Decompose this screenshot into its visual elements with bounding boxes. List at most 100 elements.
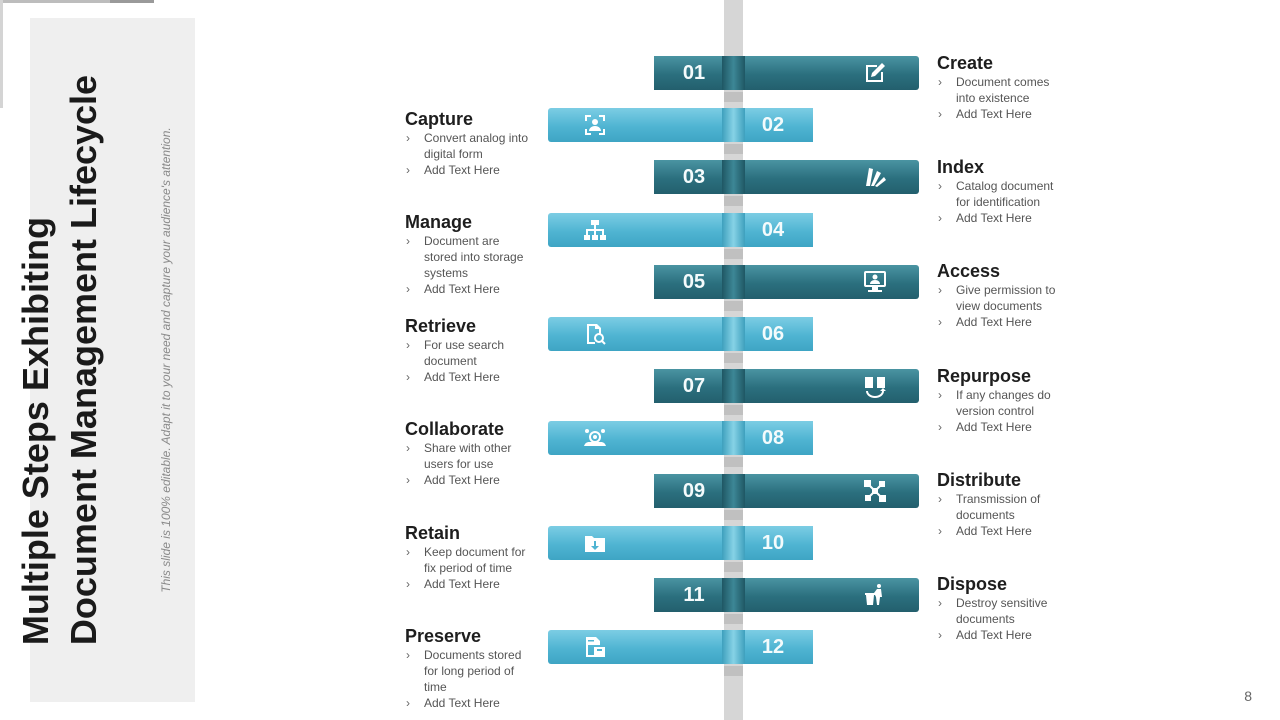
folder-download-icon xyxy=(583,531,607,555)
step-bullet: Document comes into existence xyxy=(937,74,1067,106)
step-bullet: Catalog document for identification xyxy=(937,178,1067,210)
hierarchy-icon xyxy=(583,218,607,242)
step-bullet: For use search document xyxy=(405,337,535,369)
spine-band xyxy=(722,213,745,247)
spine-segment xyxy=(724,196,743,206)
spine-segment xyxy=(724,353,743,363)
step-number: 01 xyxy=(682,62,706,84)
step-heading: Dispose xyxy=(937,574,1008,594)
step-bullet: Add Text Here xyxy=(405,369,535,385)
spine-band xyxy=(722,369,745,403)
step-heading: Distribute xyxy=(937,470,1022,490)
spine-segment xyxy=(724,92,743,102)
step-bullet: If any changes do version control xyxy=(937,387,1067,419)
archive-box-icon xyxy=(583,635,607,659)
step-number: 09 xyxy=(682,480,706,502)
spine-band xyxy=(722,265,745,299)
corner-decoration xyxy=(0,0,110,3)
step-bullet: Transmission of documents xyxy=(937,491,1067,523)
document-sync-icon xyxy=(863,374,887,398)
spine-segment xyxy=(724,144,743,154)
page-number: 8 xyxy=(1244,688,1252,704)
step-block-access: AccessGive permission to view documentsA… xyxy=(937,261,1067,330)
step-block-retrieve: RetrieveFor use search documentAdd Text … xyxy=(405,316,535,385)
spine-segment xyxy=(724,562,743,572)
slide-title-line-1: Multiple Steps Exhibiting xyxy=(15,217,56,646)
computer-user-icon xyxy=(863,270,887,294)
step-heading: Index xyxy=(937,157,985,177)
spine-band xyxy=(722,108,745,142)
step-bar-06: 06 xyxy=(548,317,813,351)
spine-segment xyxy=(724,614,743,624)
spine-segment xyxy=(724,666,743,676)
spine-band xyxy=(722,56,745,90)
step-bar-04: 04 xyxy=(548,213,813,247)
spine-band xyxy=(722,421,745,455)
corner-decoration-vertical xyxy=(0,0,3,108)
step-number: 10 xyxy=(761,532,785,554)
step-bullet: Add Text Here xyxy=(937,523,1067,539)
step-bullet: Add Text Here xyxy=(937,419,1067,435)
spine-segment xyxy=(724,405,743,415)
document-search-icon xyxy=(583,322,607,346)
step-heading: Manage xyxy=(405,212,473,232)
step-number: 11 xyxy=(683,584,705,606)
spine-segment xyxy=(724,301,743,311)
step-number: 04 xyxy=(761,219,785,241)
step-number: 03 xyxy=(682,166,706,188)
step-heading: Access xyxy=(937,261,1001,281)
step-bullet: Add Text Here xyxy=(937,210,1067,226)
spine-band xyxy=(722,160,745,194)
step-bar-09: 09 xyxy=(654,474,919,508)
step-block-distribute: DistributeTransmission of documentsAdd T… xyxy=(937,470,1067,539)
step-bar-01: 01 xyxy=(654,56,919,90)
color-swatch-icon xyxy=(863,165,887,189)
edit-document-icon xyxy=(863,61,887,85)
step-heading: Retrieve xyxy=(405,316,477,336)
step-number: 12 xyxy=(761,636,785,658)
step-block-retain: RetainKeep document for fix period of ti… xyxy=(405,523,535,592)
step-bullet: Document are stored into storage systems xyxy=(405,233,535,281)
corner-decoration-dark xyxy=(110,0,154,3)
step-heading: Capture xyxy=(405,109,474,129)
step-block-preserve: PreserveDocuments stored for long period… xyxy=(405,626,535,711)
step-bar-10: 10 xyxy=(548,526,813,560)
step-bullet: Add Text Here xyxy=(405,162,535,178)
step-bullet: Add Text Here xyxy=(405,281,535,297)
step-heading: Retain xyxy=(405,523,461,543)
step-bullet: Documents stored for long period of time xyxy=(405,647,535,695)
spine-band xyxy=(722,578,745,612)
step-bullet: Add Text Here xyxy=(937,627,1067,643)
step-block-create: CreateDocument comes into existenceAdd T… xyxy=(937,53,1067,122)
step-heading: Preserve xyxy=(405,626,482,646)
step-number: 02 xyxy=(761,114,785,136)
step-bullet: Share with other users for use xyxy=(405,440,535,472)
step-bar-03: 03 xyxy=(654,160,919,194)
step-block-collaborate: CollaborateShare with other users for us… xyxy=(405,419,535,488)
step-bullet: Add Text Here xyxy=(405,695,535,711)
scan-person-icon xyxy=(583,113,607,137)
spine-band xyxy=(722,474,745,508)
step-number: 05 xyxy=(682,271,706,293)
slide-title-line-2: Document Management Lifecycle xyxy=(63,74,104,646)
step-bar-07: 07 xyxy=(654,369,919,403)
step-bullet: Convert analog into digital form xyxy=(405,130,535,162)
spine-band xyxy=(722,630,745,664)
trash-person-icon xyxy=(863,583,887,607)
step-block-manage: ManageDocument are stored into storage s… xyxy=(405,212,535,297)
step-bullet: Give permission to view documents xyxy=(937,282,1067,314)
step-bullet: Add Text Here xyxy=(405,576,535,592)
slide-subtitle: This slide is 100% editable. Adapt it to… xyxy=(159,127,173,593)
spine-segment xyxy=(724,249,743,259)
step-bar-12: 12 xyxy=(548,630,813,664)
step-bullet: Add Text Here xyxy=(937,106,1067,122)
step-block-repurpose: RepurposeIf any changes do version contr… xyxy=(937,366,1067,435)
step-block-index: IndexCatalog document for identification… xyxy=(937,157,1067,226)
step-block-capture: CaptureConvert analog into digital formA… xyxy=(405,109,535,178)
step-bullet: Add Text Here xyxy=(405,472,535,488)
spine-band xyxy=(722,317,745,351)
step-bar-08: 08 xyxy=(548,421,813,455)
step-bar-02: 02 xyxy=(548,108,813,142)
step-bullet: Add Text Here xyxy=(937,314,1067,330)
step-number: 07 xyxy=(682,375,706,397)
